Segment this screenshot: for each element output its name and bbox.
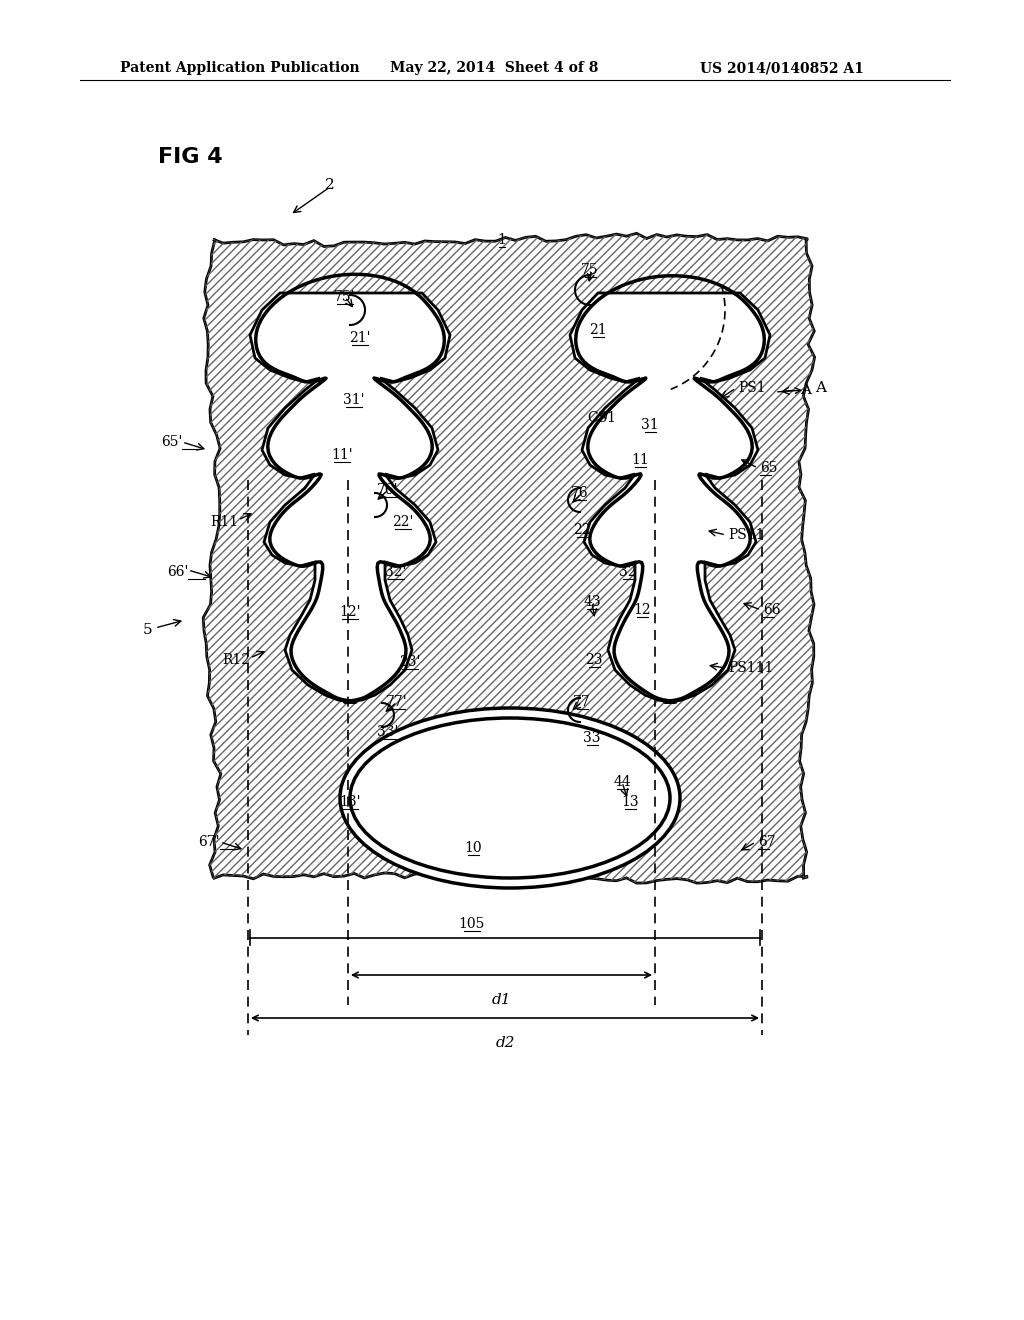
Text: 32: 32 <box>620 565 637 579</box>
Text: PS1: PS1 <box>738 381 766 395</box>
Text: 31: 31 <box>641 418 658 432</box>
Text: 65': 65' <box>161 436 182 449</box>
Text: 22: 22 <box>573 523 591 537</box>
Text: 43: 43 <box>584 595 601 609</box>
Text: 75': 75' <box>334 290 355 304</box>
Text: 33': 33' <box>377 725 398 739</box>
Ellipse shape <box>350 718 670 878</box>
Ellipse shape <box>340 708 680 888</box>
Polygon shape <box>250 293 450 702</box>
Text: 13: 13 <box>622 795 639 809</box>
Text: 77': 77' <box>386 696 408 709</box>
Text: R11: R11 <box>210 515 238 529</box>
Text: 105: 105 <box>459 917 485 931</box>
Text: 33: 33 <box>584 731 601 744</box>
Text: 77: 77 <box>573 696 591 709</box>
Text: d2: d2 <box>496 1036 515 1049</box>
Text: 32': 32' <box>385 565 407 579</box>
Text: 2: 2 <box>326 178 335 191</box>
Text: US 2014/0140852 A1: US 2014/0140852 A1 <box>700 61 864 75</box>
Text: 67: 67 <box>758 836 775 849</box>
Text: 1: 1 <box>498 234 507 247</box>
Text: 66: 66 <box>763 603 780 616</box>
Text: 44: 44 <box>613 775 631 789</box>
Text: 13': 13' <box>339 795 360 809</box>
Text: 67': 67' <box>199 836 220 849</box>
Polygon shape <box>570 293 770 702</box>
Text: 21: 21 <box>589 323 607 337</box>
Text: 12: 12 <box>633 603 651 616</box>
Text: May 22, 2014  Sheet 4 of 8: May 22, 2014 Sheet 4 of 8 <box>390 61 598 75</box>
Text: 12': 12' <box>339 605 360 619</box>
Text: 22': 22' <box>392 515 414 529</box>
Text: 21': 21' <box>349 331 371 345</box>
Text: 11': 11' <box>331 447 353 462</box>
Text: 31': 31' <box>343 393 365 407</box>
Text: d1: d1 <box>492 993 511 1007</box>
Text: 66': 66' <box>167 565 188 579</box>
Text: PS111: PS111 <box>728 661 773 675</box>
Text: CS1: CS1 <box>588 411 616 425</box>
Text: Patent Application Publication: Patent Application Publication <box>120 61 359 75</box>
Text: FIG 4: FIG 4 <box>158 147 222 168</box>
Text: 76: 76 <box>571 486 589 500</box>
Text: 23: 23 <box>586 653 603 667</box>
Text: R12: R12 <box>222 653 250 667</box>
Text: PS11: PS11 <box>728 528 765 543</box>
Polygon shape <box>203 234 815 883</box>
Text: 23': 23' <box>399 655 421 669</box>
Text: A: A <box>815 381 826 395</box>
Text: 11: 11 <box>631 453 649 467</box>
Text: 10: 10 <box>464 841 482 855</box>
Text: 75: 75 <box>582 263 599 277</box>
Text: A: A <box>800 383 811 397</box>
Text: 5: 5 <box>142 623 152 638</box>
Text: 76': 76' <box>377 483 398 498</box>
Text: 65: 65 <box>760 461 777 475</box>
